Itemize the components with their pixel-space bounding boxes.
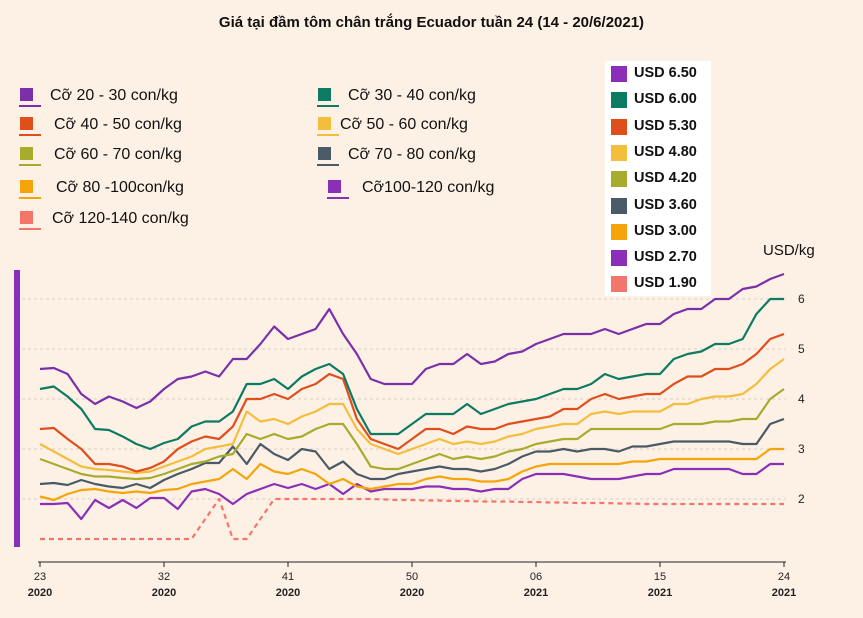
x-tick-week-1: 32: [158, 571, 170, 583]
series-line-7: [40, 462, 784, 521]
series-line-2: [39, 332, 785, 473]
price-swatch-icon: [611, 197, 627, 214]
legend-swatch-icon: [328, 180, 341, 193]
legend-label: Cỡ 20 - 30 con/kg: [50, 87, 178, 104]
series-line-3: [39, 358, 785, 475]
series-line-6: [39, 447, 784, 502]
price-label-text: USD 2.70: [634, 249, 697, 266]
price-swatch-icon: [611, 92, 627, 109]
y-tick-label-3: 3: [798, 442, 805, 456]
legend-swatch-icon: [318, 147, 331, 160]
series-line-4: [39, 388, 785, 481]
price-label-text: USD 3.60: [634, 196, 697, 213]
price-label-box: USD 6.50 USD 6.00 USD 5.30 USD 4.80 USD 4.20…: [605, 61, 711, 296]
price-label-text: USD 6.00: [634, 91, 697, 108]
x-tick-year-2: 2020: [276, 587, 300, 599]
x-tick-year-6: 2021: [772, 587, 796, 599]
price-label-text: USD 4.20: [634, 170, 697, 187]
x-tick-week-4: 06: [530, 571, 542, 583]
y-tick-label-4: 4: [798, 392, 805, 406]
legend-label: Cỡ 40 - 50 con/kg: [54, 116, 182, 133]
price-swatch-icon: [611, 66, 627, 82]
legend-swatch-icon: [20, 117, 33, 130]
price-label-text: USD 6.50: [634, 65, 697, 81]
series-line-1: [39, 297, 784, 451]
legend-swatch-icon: [20, 88, 33, 101]
series-line-5: [39, 417, 785, 490]
legend-label: Cỡ 60 - 70 con/kg: [54, 146, 182, 163]
x-tick-year-3: 2020: [400, 587, 424, 599]
x-tick-year-4: 2021: [524, 587, 548, 599]
legend-label: Cỡ100-120 con/kg: [362, 179, 495, 196]
x-tick-week-5: 15: [654, 571, 666, 583]
legend-line-icon: [327, 197, 349, 199]
price-label-text: USD 1.90: [634, 275, 697, 292]
accent-bar: [14, 270, 20, 547]
legend-swatch-icon: [318, 117, 331, 130]
price-swatch-icon: [611, 276, 627, 293]
price-swatch-icon: [611, 144, 627, 161]
x-tick-week-0: 23: [34, 571, 46, 583]
legend-line-icon: [317, 134, 339, 136]
price-swatch-icon: [611, 250, 627, 267]
legend-swatch-icon: [20, 180, 33, 193]
series-line-0: [39, 272, 785, 410]
price-swatch-icon: [611, 171, 627, 188]
price-label-text: USD 3.00: [634, 222, 697, 239]
y-axis-unit: USD/kg: [763, 242, 815, 259]
legend-label: Cỡ 30 - 40 con/kg: [348, 87, 476, 104]
x-tick-week-2: 41: [282, 571, 294, 583]
series-line-8: [40, 497, 784, 541]
legend-label: Cỡ 80 -100con/kg: [56, 179, 184, 196]
legend-line-icon: [317, 164, 339, 166]
legend-line-icon: [19, 197, 41, 199]
y-tick-label-2: 2: [798, 492, 805, 506]
x-tick-year-1: 2020: [152, 587, 176, 599]
legend-swatch-icon: [20, 211, 33, 224]
legend-line-icon: [317, 105, 339, 107]
chart-title: Giá tại đầm tôm chân trắng Ecuador tuần …: [218, 14, 645, 31]
legend-label: Cỡ 120-140 con/kg: [52, 210, 189, 227]
legend-line-icon: [19, 228, 41, 230]
x-tick-year-0: 2020: [28, 587, 52, 599]
price-swatch-icon: [611, 118, 627, 135]
y-tick-label-6: 6: [798, 292, 805, 306]
x-tick-year-5: 2021: [648, 587, 672, 599]
legend-line-icon: [19, 105, 41, 107]
x-tick-week-6: 24: [778, 571, 790, 583]
legend-swatch-icon: [318, 88, 331, 101]
price-label-text: USD 4.80: [634, 143, 697, 160]
price-swatch-icon: [611, 223, 627, 240]
price-label-text: USD 5.30: [634, 117, 697, 134]
legend-swatch-icon: [20, 147, 33, 160]
legend-label: Cỡ 70 - 80 con/kg: [348, 146, 476, 163]
legend-line-icon: [19, 164, 41, 166]
x-tick-week-3: 50: [406, 571, 418, 583]
y-tick-label-5: 5: [798, 342, 805, 356]
legend-line-icon: [19, 134, 41, 136]
legend-label: Cỡ 50 - 60 con/kg: [340, 116, 468, 133]
